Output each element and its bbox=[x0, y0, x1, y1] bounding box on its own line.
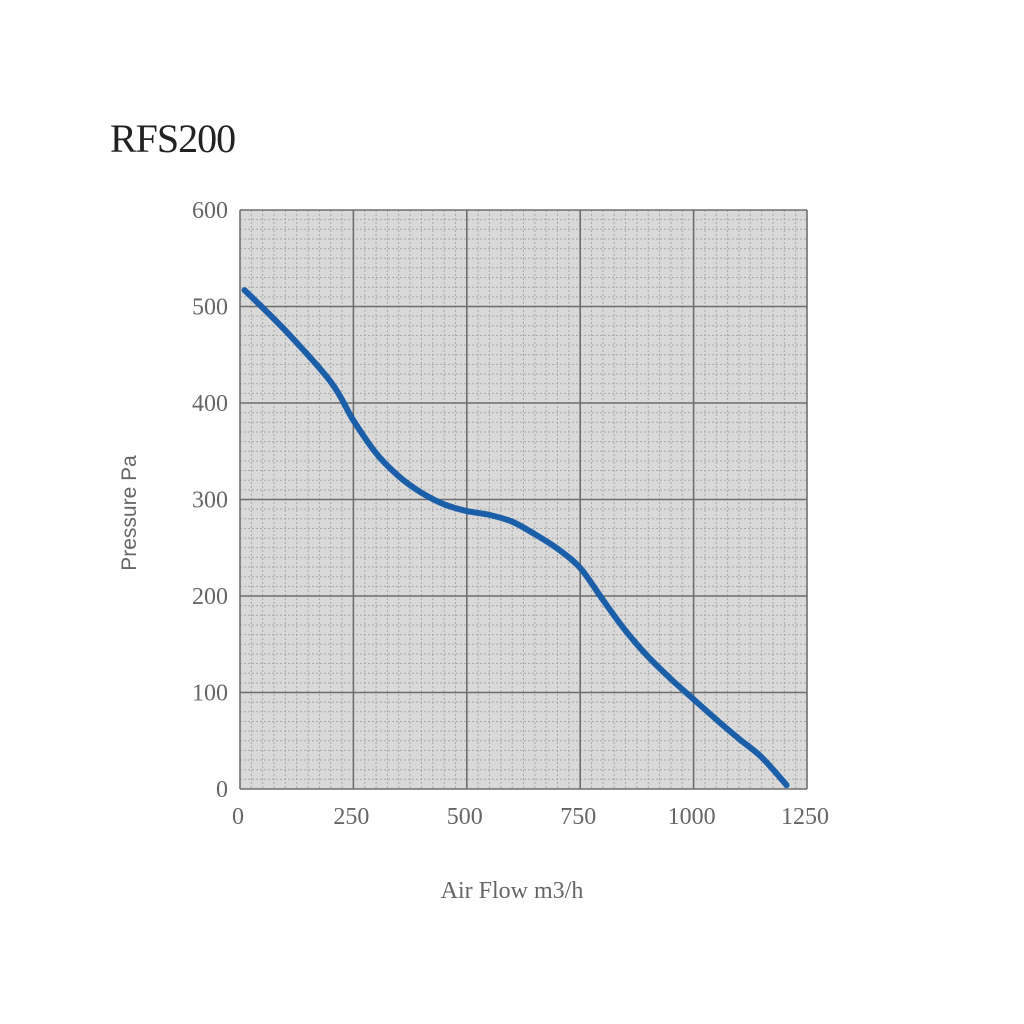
x-axis-ticks: 0 250 500 750 1000 1250 bbox=[232, 804, 829, 830]
y-tick-label: 100 bbox=[192, 681, 228, 707]
chart-title: RFS200 bbox=[110, 116, 235, 161]
y-tick-label: 600 bbox=[192, 198, 228, 224]
y-tick-label: 300 bbox=[192, 488, 228, 514]
x-tick-label: 0 bbox=[232, 804, 244, 830]
y-tick-label: 0 bbox=[216, 777, 228, 803]
series-line bbox=[241, 287, 790, 789]
x-tick-label: 250 bbox=[333, 804, 369, 830]
y-axis-ticks: 0 100 200 300 400 500 600 bbox=[192, 198, 228, 803]
y-tick-label: 500 bbox=[192, 295, 228, 321]
y-tick-label: 400 bbox=[192, 391, 228, 417]
x-tick-label: 750 bbox=[560, 804, 596, 830]
major-grid bbox=[239, 209, 808, 790]
x-axis-label: Air Flow m3/h bbox=[441, 878, 584, 904]
y-tick-label: 200 bbox=[192, 584, 228, 610]
y-axis-label: Pressure Pa bbox=[118, 455, 141, 571]
x-tick-label: 1250 bbox=[781, 804, 829, 830]
series-layer bbox=[241, 287, 790, 789]
x-tick-label: 500 bbox=[447, 804, 483, 830]
x-tick-label: 1000 bbox=[668, 804, 716, 830]
